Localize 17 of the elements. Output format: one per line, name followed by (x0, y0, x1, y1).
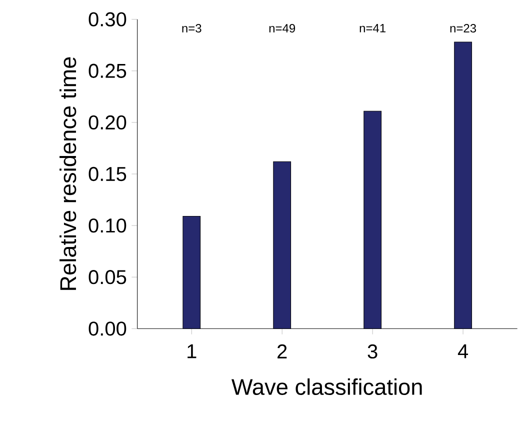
y-tick-label: 0.10 (88, 218, 126, 233)
y-tick-label: 0.25 (88, 64, 126, 78)
y-tick-label: 0.15 (88, 166, 126, 182)
y-tick-label: 0.05 (88, 270, 126, 284)
y-tick-label: 0.30 (88, 12, 126, 26)
x-tick-label: 1 (188, 344, 196, 358)
annotation: n=23 (450, 24, 476, 33)
y-tick-label: 0.20 (88, 115, 126, 130)
annotation: n=49 (269, 24, 296, 33)
y-axis-title: Relative residence time (60, 57, 76, 290)
x-tick-label: 4 (458, 344, 468, 358)
x-tick-label: 2 (278, 344, 287, 358)
x-tick-label: 3 (368, 344, 378, 359)
x-axis-title: Wave classification (231, 378, 422, 396)
annotation: n=41 (360, 24, 386, 32)
annotation: n=3 (182, 24, 202, 33)
y-tick-label: 0.00 (88, 322, 126, 336)
